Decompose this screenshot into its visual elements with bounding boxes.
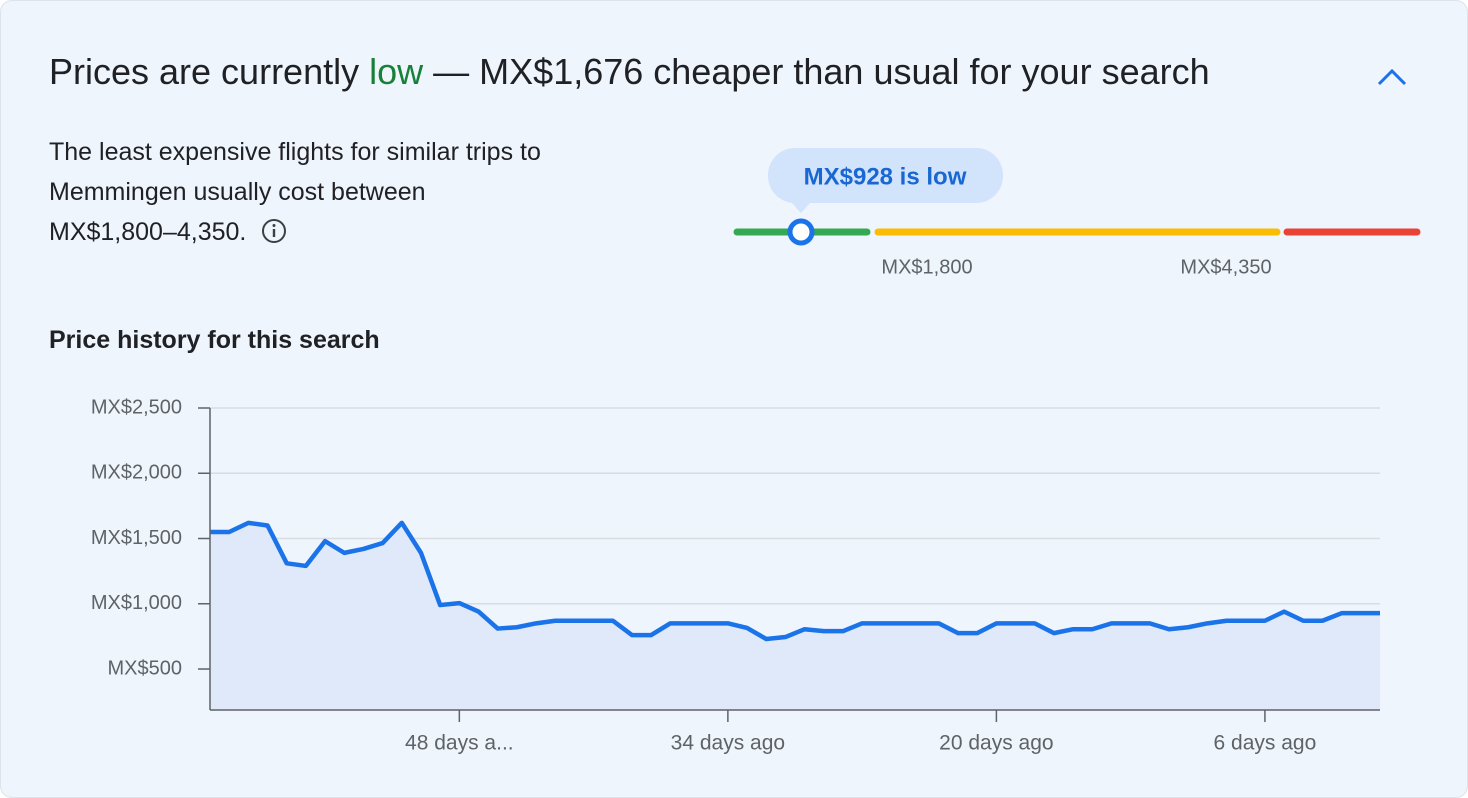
- tooltip-pointer: [792, 203, 810, 213]
- y-tick-label: MX$2,000: [91, 462, 182, 484]
- info-icon[interactable]: [261, 218, 287, 244]
- price-status: low: [369, 51, 424, 92]
- y-tick-label: MX$500: [108, 657, 183, 679]
- tooltip: [768, 148, 1003, 203]
- x-tick-label: 20 days ago: [939, 732, 1053, 755]
- insight-title: Prices are currently low — MX$1,676 chea…: [49, 51, 1210, 93]
- range-label: MX$1,800: [881, 256, 972, 278]
- y-tick-label: MX$1,000: [91, 592, 182, 614]
- tooltip-text: MX$928 is low: [804, 163, 967, 190]
- range-label: MX$4,350: [1180, 256, 1271, 278]
- title-text: — MX$1,676 cheaper than usual for your s…: [433, 51, 1210, 92]
- y-tick-label: MX$2,500: [91, 396, 182, 418]
- collapse-button[interactable]: [1377, 68, 1407, 86]
- x-tick-label: 48 days a...: [405, 732, 514, 755]
- title-text: Prices are currently: [49, 51, 360, 92]
- price-summary: The least expensive flights for similar …: [49, 132, 549, 252]
- y-tick-label: MX$1,500: [91, 527, 182, 549]
- x-tick-label: 6 days ago: [1214, 732, 1317, 755]
- x-tick-label: 34 days ago: [671, 732, 785, 755]
- chart-title: Price history for this search: [49, 326, 380, 354]
- price-line: [210, 520, 1380, 642]
- price-area: [210, 522, 1380, 710]
- summary-text: The least expensive flights for similar …: [49, 138, 541, 246]
- plot: MX$500 MX$1,000 MX$1,500 MX$2,000 MX$2,500 48…: [91, 396, 1380, 755]
- current-price-marker: [787, 218, 815, 246]
